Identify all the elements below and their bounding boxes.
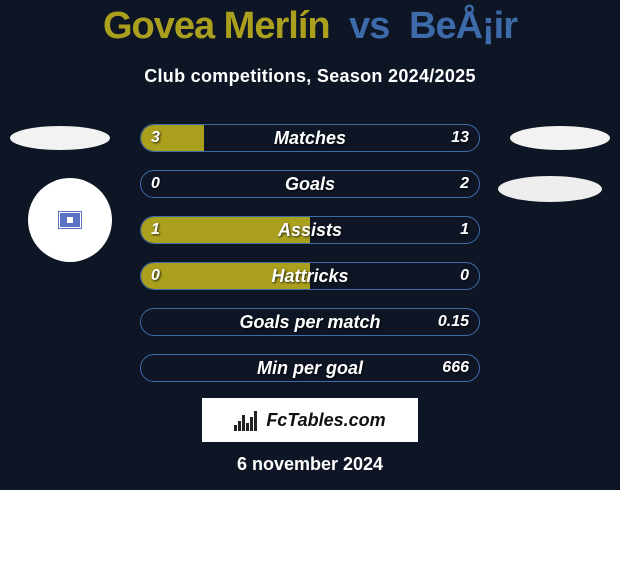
stat-bar: 1Assists1 <box>140 216 480 244</box>
stat-value-right: 0 <box>450 263 479 289</box>
club-badge-icon <box>59 212 81 228</box>
stat-label: Goals <box>141 171 479 197</box>
player2-club-placeholder <box>498 176 602 202</box>
stat-label: Min per goal <box>141 355 479 381</box>
logo-text: FcTables.com <box>266 410 385 431</box>
vs-label: vs <box>349 5 389 47</box>
stats-bars: 3Matches130Goals21Assists10Hattricks0Goa… <box>140 124 480 400</box>
snapshot-date: 6 november 2024 <box>0 454 620 475</box>
stat-value-right: 666 <box>432 355 479 381</box>
stat-value-right: 13 <box>441 125 479 151</box>
player1-crest-placeholder <box>10 126 110 150</box>
stat-bar: 3Matches13 <box>140 124 480 152</box>
stat-bar: 0Hattricks0 <box>140 262 480 290</box>
stat-value-right: 2 <box>450 171 479 197</box>
stat-value-right: 0.15 <box>428 309 479 335</box>
stat-value-right: 1 <box>450 217 479 243</box>
stat-bar: 0Goals2 <box>140 170 480 198</box>
stat-bar: Min per goal666 <box>140 354 480 382</box>
player2-crest-placeholder <box>510 126 610 150</box>
stat-label: Hattricks <box>141 263 479 289</box>
stat-label: Assists <box>141 217 479 243</box>
player1-club-badge <box>28 178 112 262</box>
title-row: Govea Merlín vs BeÅ¡ir <box>0 0 620 48</box>
logo-bars-icon <box>234 409 260 431</box>
stat-bar: Goals per match0.15 <box>140 308 480 336</box>
player1-name: Govea Merlín <box>103 5 330 47</box>
stat-label: Matches <box>141 125 479 151</box>
player2-name: BeÅ¡ir <box>409 5 517 47</box>
fctables-logo: FcTables.com <box>202 398 418 442</box>
comparison-card: Govea Merlín vs BeÅ¡ir Club competitions… <box>0 0 620 490</box>
subtitle: Club competitions, Season 2024/2025 <box>0 66 620 87</box>
